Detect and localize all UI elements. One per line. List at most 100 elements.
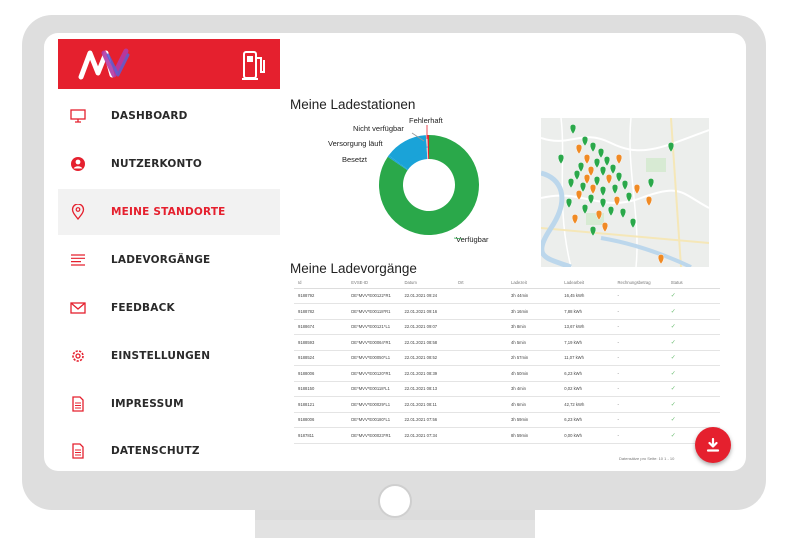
map-pin-icon[interactable]: [589, 142, 597, 153]
map-pin-icon[interactable]: [621, 180, 629, 191]
map-pin-icon[interactable]: [611, 184, 619, 195]
donut-slice-fehlerhaft[interactable]: [427, 135, 429, 160]
table-cell: DE*MVV*E00029*L1: [347, 396, 401, 413]
map-pin-icon[interactable]: [571, 214, 579, 225]
table-row[interactable]: 9188593 DE*MVV*E00064*R1 22.01.2021 08:58 4…: [294, 334, 720, 351]
map-pin-icon[interactable]: [593, 176, 601, 187]
map-pin-icon[interactable]: [583, 174, 591, 185]
map-pin-icon[interactable]: [633, 184, 641, 195]
table-cell: -: [613, 350, 667, 366]
table-row[interactable]: 9188121 DE*MVV*E00029*L1 22.01.2021 08:11 4…: [294, 396, 720, 413]
map-pin-icon[interactable]: [579, 182, 587, 193]
nav-item-impressum[interactable]: IMPRESSUM: [58, 381, 280, 427]
map-pin-icon[interactable]: [647, 178, 655, 189]
map-pin-icon[interactable]: [597, 148, 605, 159]
table-row[interactable]: 9188524 DE*MVV*E00050*L1 22.01.2021 08:52 2…: [294, 350, 720, 366]
table-cell: 13,67 kWh: [560, 319, 614, 335]
map-pin-icon[interactable]: [573, 170, 581, 181]
map-pin-icon[interactable]: [599, 166, 607, 177]
table-cell: 2h 57min: [507, 350, 561, 366]
nav-item-feedback[interactable]: FEEDBACK: [58, 285, 280, 331]
map-pin-icon[interactable]: [603, 156, 611, 167]
map-pin-icon[interactable]: [569, 124, 577, 135]
map-pin-icon[interactable]: [645, 196, 653, 207]
nav-item-einstellungen[interactable]: EINSTELLUNGEN: [58, 333, 280, 379]
nav-label: EINSTELLUNGEN: [111, 350, 211, 362]
status-check-icon: ✓: [666, 412, 720, 428]
map-pin-icon[interactable]: [557, 154, 565, 165]
nav-item-meine-standorte[interactable]: MEINE STANDORTE: [58, 189, 280, 235]
map-pin-icon[interactable]: [613, 196, 621, 207]
donut-slice-besetzt[interactable]: [387, 155, 409, 171]
column-header[interactable]: Rechnungsbetrag: [613, 277, 667, 289]
table-row[interactable]: 9188006 DE*MVV*E00120*R1 22.01.2021 08:39 4…: [294, 365, 720, 382]
brand-logo[interactable]: [78, 47, 132, 81]
table-cell: 4h 50min: [507, 365, 561, 382]
column-header[interactable]: Datum: [400, 277, 454, 289]
table-cell: 9188782: [294, 303, 348, 320]
table-cell: 6,23 kWh: [560, 412, 614, 428]
map-pin-icon[interactable]: [589, 226, 597, 237]
map-pin-icon[interactable]: [587, 166, 595, 177]
table-cell: 9188121: [294, 396, 348, 413]
table-cell: [453, 350, 507, 366]
map-pin-icon[interactable]: [607, 206, 615, 217]
map-pin-icon[interactable]: [629, 218, 637, 229]
map-pin-icon[interactable]: [583, 154, 591, 165]
map-pin-icon[interactable]: [601, 222, 609, 233]
map-pin-icon[interactable]: [593, 158, 601, 169]
map-pin-icon[interactable]: [581, 136, 589, 147]
stations-map[interactable]: [541, 118, 709, 267]
map-pin-icon[interactable]: [657, 254, 665, 265]
table-row[interactable]: 9188150 DE*MVV*E00118*L1 22.01.2021 08:13 3…: [294, 381, 720, 397]
nav-item-ladevorgaenge[interactable]: LADEVORGÄNGE: [58, 237, 280, 283]
map-pin-icon[interactable]: [599, 198, 607, 209]
map-pin-icon[interactable]: [567, 178, 575, 189]
table-cell: -: [613, 396, 667, 413]
table-row[interactable]: 9187811 DE*MVV*E00023*R1 22.01.2021 07:34 8…: [294, 427, 720, 444]
column-header[interactable]: Status: [666, 277, 720, 289]
download-button[interactable]: [695, 427, 731, 463]
table-cell: -: [613, 412, 667, 428]
map-pin-icon[interactable]: [581, 204, 589, 215]
monitor-stand-base: [255, 520, 535, 538]
table-row[interactable]: 9188782 DE*MVV*E00118*R1 22.01.2021 09:16 3…: [294, 303, 720, 320]
document-icon: [69, 442, 87, 460]
nav-item-nutzerkonto[interactable]: NUTZERKONTO: [58, 141, 280, 187]
column-header[interactable]: Id: [294, 277, 348, 289]
nav-item-datenschutz[interactable]: DATENSCHUTZ: [58, 428, 280, 471]
map-pin-icon[interactable]: [587, 194, 595, 205]
map-pin-icon[interactable]: [589, 184, 597, 195]
map-pin-icon[interactable]: [667, 142, 675, 153]
table-cell: 16,45 kWh: [560, 288, 614, 304]
donut-slice-versorgung-l-uft[interactable]: [388, 135, 428, 170]
column-header[interactable]: Ladearbeit: [560, 277, 614, 289]
map-pin-icon[interactable]: [605, 174, 613, 185]
table-cell: 22.01.2021 09:07: [400, 319, 454, 335]
donut-slice-verf-gbar[interactable]: [379, 135, 479, 235]
map-pin-icon[interactable]: [599, 186, 607, 197]
table-row[interactable]: 9188792 DE*MVV*E00122*R1 22.01.2021 09:24 3…: [294, 288, 720, 304]
table-cell: 9188006: [294, 365, 348, 382]
map-pin-icon[interactable]: [565, 198, 573, 209]
map-pin-icon[interactable]: [609, 164, 617, 175]
nav-item-dashboard[interactable]: DASHBOARD: [58, 93, 280, 139]
map-pin-icon[interactable]: [615, 154, 623, 165]
column-header[interactable]: EVSE-ID: [347, 277, 401, 289]
map-markers: [557, 124, 675, 265]
gear-icon: [69, 347, 87, 365]
map-pin-icon[interactable]: [625, 192, 633, 203]
column-header[interactable]: Ort: [453, 277, 507, 289]
map-pin-icon[interactable]: [575, 190, 583, 201]
table-row[interactable]: 9188674 DE*MVV*E00121*L1 22.01.2021 09:07 3…: [294, 319, 720, 335]
map-pin-icon[interactable]: [595, 210, 603, 221]
map-pin-icon[interactable]: [615, 172, 623, 183]
table-cell: 7,19 kWh: [560, 334, 614, 351]
map-pin-icon[interactable]: [575, 144, 583, 155]
map-pin-icon[interactable]: [619, 208, 627, 219]
nav-label: DATENSCHUTZ: [111, 445, 200, 457]
column-header[interactable]: Ladezeit: [507, 277, 561, 289]
table-row[interactable]: 9188006 DE*MVV*E00180*L1 22.01.2021 07:56 3…: [294, 412, 720, 428]
map-pin-icon[interactable]: [577, 162, 585, 173]
pagination[interactable]: Datensätze pro Seite: 10 1 - 10: [619, 456, 675, 461]
